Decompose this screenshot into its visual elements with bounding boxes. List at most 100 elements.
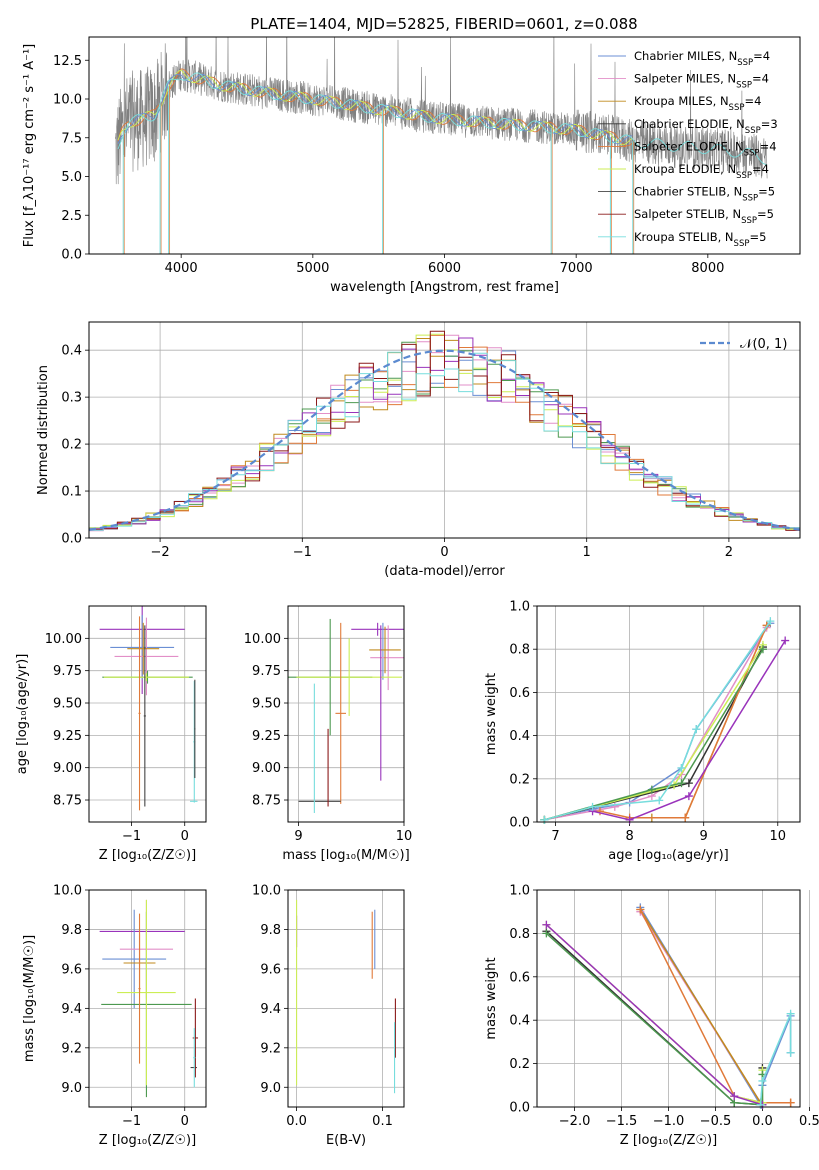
x-tick-label: 7 <box>551 829 559 844</box>
series-marker <box>758 1076 767 1085</box>
series-marker <box>684 779 693 788</box>
x-tick-label: 10 <box>396 829 413 844</box>
y-tick-label: 9.0 <box>260 1081 281 1096</box>
y-tick-label: 9.6 <box>260 962 281 977</box>
series-marker <box>781 636 790 645</box>
series-marker <box>786 1048 795 1057</box>
plot-area <box>296 899 396 1094</box>
y-tick-label: 9.0 <box>61 1081 82 1096</box>
residuals-panel: −2 −1 0 1 2 0.0 0.1 0.2 0.3 0.4 (data-model)/error… <box>36 321 801 579</box>
y-tick-label: 10.0 <box>252 884 281 899</box>
x-axis-label: age [log₁₀(age/yr)] <box>608 848 729 863</box>
y-tick-label: 0.2 <box>509 1057 530 1072</box>
series-line-kroupa_stelib <box>544 620 772 821</box>
legend-sub: SSP <box>745 126 761 136</box>
legend-label: Chabrier STELIB, N <box>634 185 742 199</box>
y-tick-label: 0.0 <box>61 248 82 263</box>
y-tick-label: 0.6 <box>509 970 530 985</box>
y-tick-label: 1.0 <box>509 600 530 615</box>
x-tick-label: 0.0 <box>286 1114 307 1129</box>
legend-label: Salpeter ELODIE, N <box>634 139 744 153</box>
series-marker <box>540 815 549 824</box>
x-axis-label: E(B-V) <box>326 1133 366 1148</box>
legend-entry: Salpeter ELODIE, NSSP=4 <box>634 139 777 158</box>
y-axis-label: mass [log₁₀(M/M☉)] <box>22 935 37 1062</box>
series-marker <box>542 929 551 938</box>
legend-suffix: =5 <box>757 207 774 221</box>
series-marker <box>588 802 597 811</box>
legend-entry: Salpeter STELIB, NSSP=5 <box>634 207 774 226</box>
legend-label: Chabrier MILES, N <box>634 49 737 63</box>
axes-frame <box>536 605 801 823</box>
massweight-vs-Z-panel: −2.0 −1.5 −1.0 −0.5 0.0 0.5 0.0 0.2 0.4 0.6 0.8 1.0… <box>484 884 819 1149</box>
x-tick-label: −2 <box>151 545 170 560</box>
axes-frame <box>88 889 207 1108</box>
y-tick-label: 7.5 <box>61 131 82 146</box>
y-tick-label: 0.4 <box>509 1014 530 1029</box>
legend-sub: SSP <box>742 194 758 204</box>
y-tick-label: 0.4 <box>509 729 530 744</box>
x-tick-label: −1 <box>293 545 312 560</box>
y-tick-label: 0.0 <box>61 532 82 547</box>
axes-frame <box>88 321 801 539</box>
x-tick-label: 6000 <box>428 261 461 276</box>
x-axis-label: Z [log₁₀(Z/Z☉)] <box>620 1133 717 1148</box>
legend-sub: SSP <box>736 171 752 181</box>
y-axis-label: Flux [f_λ10⁻¹⁷ erg cm⁻² s⁻¹ A⁻¹] <box>22 44 37 248</box>
y-tick-label: 12.5 <box>53 54 82 69</box>
series-marker <box>758 645 767 654</box>
observed-spectrum <box>115 37 768 185</box>
plot-area <box>115 37 768 254</box>
legend-entry: Kroupa MILES, NSSP=4 <box>634 94 761 113</box>
series-marker <box>692 725 701 734</box>
x-tick-label: 5000 <box>296 261 329 276</box>
series-marker <box>681 813 690 822</box>
series-marker <box>542 920 551 929</box>
legend-suffix: =3 <box>761 117 778 131</box>
y-tick-label: 9.2 <box>260 1041 281 1056</box>
model-spectrum-salpeter_elodie <box>117 68 633 147</box>
legend-entry: Salpeter MILES, NSSP=4 <box>634 72 769 91</box>
series-line-extra_green <box>544 648 764 821</box>
axes-frame <box>536 889 801 1108</box>
x-tick-label: 2 <box>725 545 733 560</box>
legend-label: Kroupa STELIB, N <box>634 230 734 244</box>
y-tick-label: 9.4 <box>61 1002 82 1017</box>
spectrum-panel: 4000 5000 6000 7000 8000 0.0 2.5 5.0 7.5 10.0 12.5… <box>22 36 801 295</box>
legend-suffix: =4 <box>752 162 769 176</box>
normal-curve <box>89 349 800 531</box>
series-line-extra_purple <box>545 924 763 1106</box>
y-tick-label: 9.00 <box>252 761 281 776</box>
legend-suffix: =4 <box>752 72 769 86</box>
series-marker <box>684 792 693 801</box>
series-marker <box>647 785 656 794</box>
y-tick-label: 0.8 <box>509 643 530 658</box>
x-tick-label: 9 <box>294 829 302 844</box>
series-line-kroupa_elodie <box>544 644 764 821</box>
x-tick-label: −0.5 <box>700 1114 732 1129</box>
series-marker <box>677 779 686 788</box>
series-line-salpeter_elodie <box>599 625 768 819</box>
plot-area <box>288 618 404 813</box>
legend-sub: SSP <box>744 148 760 158</box>
x-tick-label: 0.0 <box>752 1114 773 1129</box>
legend-entry: Chabrier MILES, NSSP=4 <box>634 49 770 68</box>
legend-sub: SSP <box>737 58 753 68</box>
x-tick-label: −1 <box>122 829 141 844</box>
legend-label: Salpeter MILES, N <box>634 72 736 86</box>
plot-area <box>89 330 800 532</box>
y-tick-label: 1.0 <box>509 884 530 899</box>
legend-entry: 𝒩(0, 1) <box>740 337 787 352</box>
x-tick-label: 8 <box>625 829 633 844</box>
y-tick-label: 2.5 <box>61 209 82 224</box>
y-tick-label: 0.3 <box>61 391 82 406</box>
plot-area <box>99 606 198 811</box>
legend-suffix: =4 <box>760 139 777 153</box>
series-line-kroupa_elodie <box>545 924 764 1104</box>
x-tick-label: −1.0 <box>653 1114 685 1129</box>
y-tick-label: 5.0 <box>61 170 82 185</box>
axes-frame <box>88 36 801 255</box>
y-tick-label: 8.75 <box>252 794 281 809</box>
